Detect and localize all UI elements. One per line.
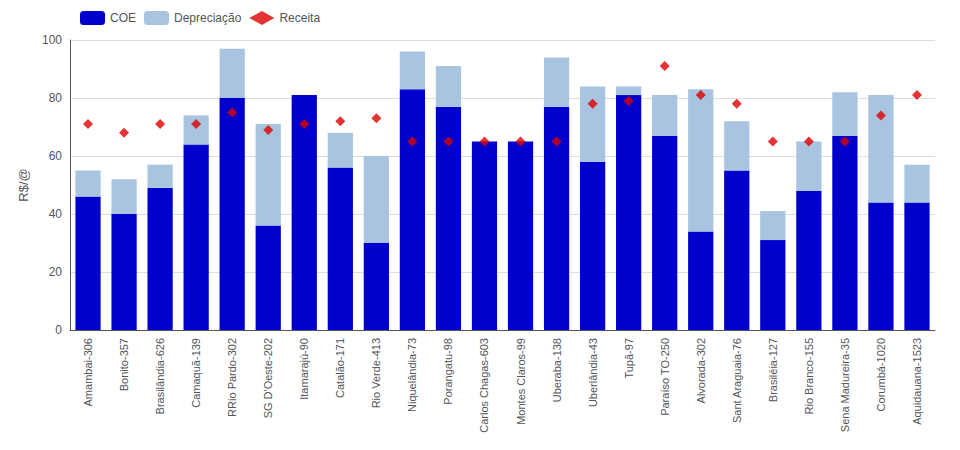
svg-text:Catalão-171: Catalão-171 — [334, 338, 346, 398]
svg-text:R$/@: R$/@ — [16, 168, 31, 201]
svg-text:40: 40 — [49, 207, 63, 221]
svg-text:Amambai-306: Amambai-306 — [82, 338, 94, 406]
svg-text:Brasilândia-626: Brasilândia-626 — [154, 338, 166, 414]
svg-text:0: 0 — [55, 323, 62, 337]
svg-text:Depreciação: Depreciação — [174, 11, 242, 25]
svg-text:Rio Verde-413: Rio Verde-413 — [370, 338, 382, 408]
svg-text:100: 100 — [42, 33, 62, 47]
svg-text:Tupã-97: Tupã-97 — [623, 338, 635, 379]
svg-text:Montes Claros-99: Montes Claros-99 — [515, 338, 527, 425]
svg-text:Camaquã-139: Camaquã-139 — [190, 338, 202, 408]
svg-text:Paraíso TO-250: Paraíso TO-250 — [659, 338, 671, 416]
svg-text:Sant Araguaia-76: Sant Araguaia-76 — [731, 338, 743, 423]
svg-text:Carlos Chagas-603: Carlos Chagas-603 — [478, 338, 490, 433]
svg-text:Alvorada-302: Alvorada-302 — [695, 338, 707, 403]
svg-text:60: 60 — [49, 149, 63, 163]
svg-text:80: 80 — [49, 91, 63, 105]
svg-text:Rio Branco-155: Rio Branco-155 — [803, 338, 815, 414]
svg-text:SG D'Oeste-202: SG D'Oeste-202 — [262, 338, 274, 418]
svg-text:COE: COE — [110, 11, 136, 25]
svg-text:Corumbá-1020: Corumbá-1020 — [875, 338, 887, 411]
svg-text:Sena Madureira-35: Sena Madureira-35 — [839, 338, 851, 432]
svg-text:Aquidauana-1523: Aquidauana-1523 — [911, 338, 923, 425]
svg-text:Porangatu-98: Porangatu-98 — [442, 338, 454, 405]
svg-text:Brasiléia-127: Brasiléia-127 — [767, 338, 779, 402]
svg-text:Uberaba-138: Uberaba-138 — [551, 338, 563, 402]
svg-text:20: 20 — [49, 265, 63, 279]
svg-text:Niquelândia-73: Niquelândia-73 — [406, 338, 418, 412]
svg-text:Receita: Receita — [279, 11, 320, 25]
svg-text:Bonito-357: Bonito-357 — [118, 338, 130, 391]
svg-text:Itamarajú-90: Itamarajú-90 — [298, 338, 310, 400]
svg-text:Uberlândia-43: Uberlândia-43 — [587, 338, 599, 407]
svg-text:RRio Pardo-302: RRio Pardo-302 — [226, 338, 238, 417]
